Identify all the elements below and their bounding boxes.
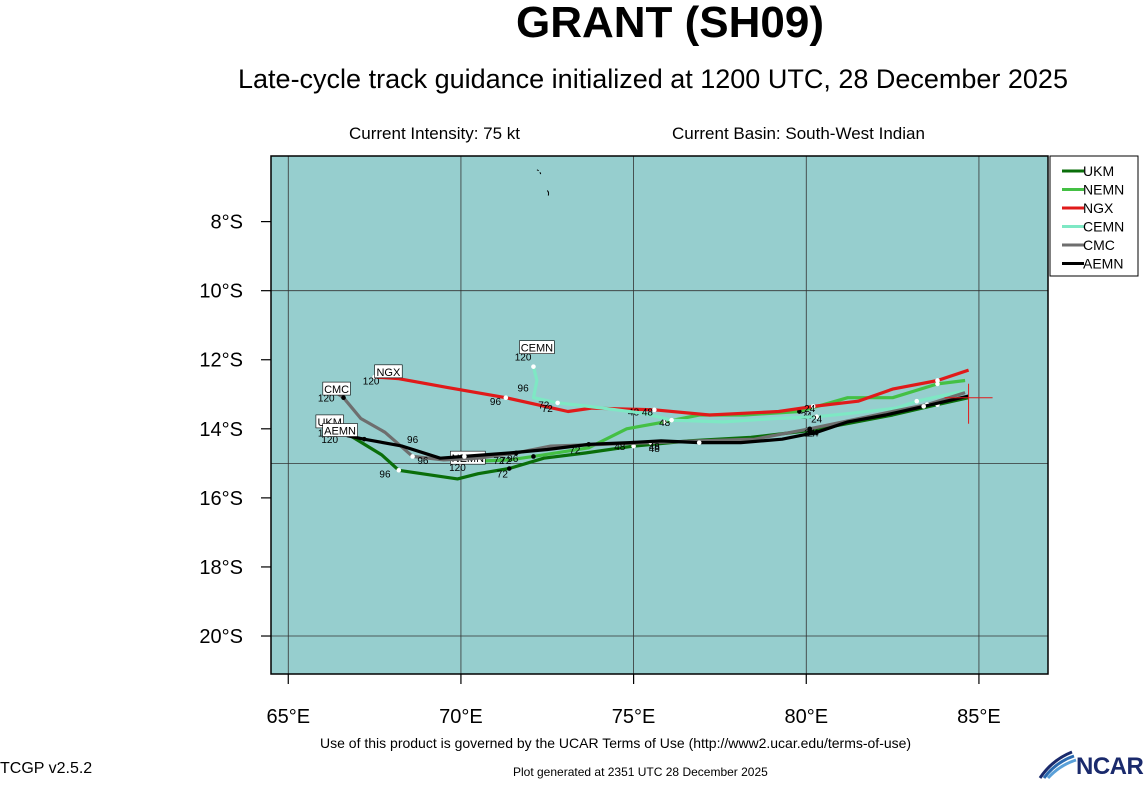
track-point — [935, 381, 940, 387]
forecast-hour-label: 48 — [659, 418, 671, 429]
track-point — [631, 443, 636, 449]
legend-box — [1049, 155, 1139, 277]
forecast-hour-label: 96 — [507, 454, 519, 465]
forecast-hour-label: 120 — [321, 435, 338, 446]
y-tick-label: 14°S — [199, 419, 243, 441]
model-end-label: CMC — [324, 384, 349, 396]
track-point — [531, 364, 536, 369]
forecast-hour-label: 72 — [569, 446, 581, 457]
forecast-hour-label: 96 — [407, 435, 419, 446]
ncar-logo: NCAR — [1038, 750, 1146, 780]
forecast-hour-label: 48 — [649, 442, 661, 453]
track-point — [921, 404, 926, 409]
forecast-hour-label: 96 — [379, 470, 391, 481]
x-tick-label: 80°E — [784, 706, 828, 728]
forecast-hour-label: 72 — [497, 470, 509, 481]
y-tick-label: 12°S — [199, 350, 243, 372]
y-tick-label: 20°S — [199, 626, 243, 648]
y-tick-label: 10°S — [199, 281, 243, 303]
ocean-background — [271, 156, 1048, 674]
forecast-hour-label: 72 — [538, 401, 550, 412]
track-point — [410, 454, 415, 459]
legend-entry-cemn: CEMN — [1083, 219, 1124, 235]
model-end-label-box — [322, 381, 351, 396]
track-point — [503, 395, 509, 401]
legend-entry-cmc: CMC — [1083, 237, 1115, 253]
model-end-label-box — [322, 423, 358, 437]
legend-entry-nemn: NEMN — [1083, 182, 1124, 198]
track-line-aemn — [346, 394, 969, 460]
track-point — [669, 417, 674, 423]
x-tick-label: 70°E — [439, 706, 483, 728]
track-line-nemn — [460, 378, 966, 465]
track-point — [935, 378, 940, 383]
forecast-hour-label: 72 — [542, 404, 554, 415]
chart-title: GRANT (SH09) — [515, 0, 825, 47]
forecast-hour-label: 24 — [811, 414, 823, 425]
track-point — [506, 466, 512, 471]
forecast-hour-label: 120 — [363, 376, 380, 387]
forecast-hour-label: 120 — [515, 352, 532, 363]
ncar-logo-text: NCAR — [1076, 753, 1144, 780]
forecast-hour-label: 48 — [649, 444, 661, 455]
forecast-hour-label: 48 — [614, 442, 626, 453]
forecast-hour-label: 72 — [500, 456, 512, 467]
model-end-label: NGX — [376, 367, 401, 379]
legend-entry-aemn: AEMN — [1083, 256, 1123, 272]
generated-timestamp: Plot generated at 2351 UTC 28 December 2… — [513, 765, 768, 779]
x-tick-label: 75°E — [612, 706, 656, 728]
forecast-hour-label: 120 — [318, 394, 335, 405]
forecast-hour-label: 96 — [417, 456, 429, 467]
forecast-hour-label: 96 — [518, 383, 530, 394]
model-end-label-box — [519, 340, 555, 354]
track-point — [586, 442, 592, 447]
island-outline — [546, 190, 550, 196]
forecast-hour-label: 120 — [449, 463, 466, 474]
legend-entry-ngx: NGX — [1083, 200, 1114, 216]
y-tick-label: 8°S — [211, 212, 243, 234]
model-end-label: AEMN — [324, 426, 356, 438]
x-tick-label: 85°E — [957, 706, 1001, 728]
forecast-hour-label: 48 — [642, 408, 654, 419]
x-tick-label: 65°E — [266, 706, 310, 728]
y-tick-label: 18°S — [199, 557, 243, 579]
track-point — [341, 395, 346, 401]
current-basin: Current Basin: South-West Indian — [672, 124, 925, 143]
forecast-hour-label: 24 — [808, 428, 820, 439]
model-end-label: CEMN — [521, 343, 553, 355]
plot-frame — [270, 155, 1049, 675]
track-point — [531, 454, 536, 459]
track-point — [696, 440, 702, 445]
track-point — [914, 398, 920, 404]
track-point — [807, 426, 813, 432]
terms-of-use: Use of this product is governed by the U… — [320, 735, 912, 751]
chart-subtitle: Late-cycle track guidance initialized at… — [238, 64, 1068, 94]
version-label: TCGP v2.5.2 — [0, 760, 93, 777]
track-point — [810, 404, 816, 409]
track-point — [462, 454, 467, 459]
ncar-logo-icon — [1038, 750, 1077, 780]
track-point — [662, 419, 667, 425]
track-point — [396, 467, 402, 473]
island-outline — [536, 169, 542, 175]
forecast-hour-label: 96 — [490, 397, 502, 408]
track-point — [361, 436, 367, 442]
forecast-hour-label: 72 — [493, 456, 505, 467]
track-line-ngx — [374, 368, 970, 417]
track-point — [652, 407, 657, 413]
y-tick-label: 16°S — [199, 488, 243, 510]
track-line-cemn — [531, 366, 966, 424]
current-intensity: Current Intensity: 75 kt — [349, 124, 521, 143]
track-point — [797, 409, 802, 414]
forecast-hour-label: 24 — [804, 404, 816, 415]
track-point — [814, 414, 819, 420]
legend-entry-ukm: UKM — [1083, 163, 1114, 179]
track-point — [555, 400, 560, 406]
track-point — [814, 429, 819, 435]
model-end-label-box — [374, 364, 403, 379]
